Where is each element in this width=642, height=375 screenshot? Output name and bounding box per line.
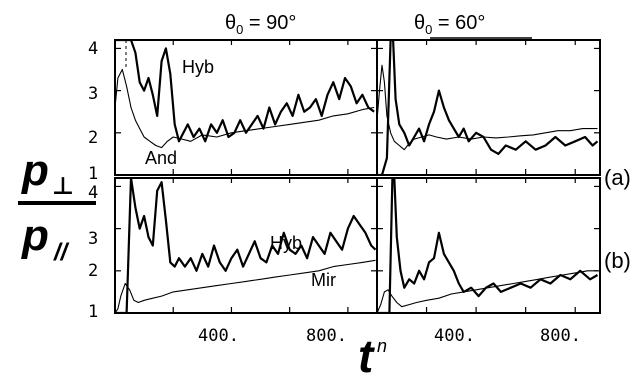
series-group xyxy=(115,178,377,313)
y-label-denominator: p xyxy=(21,211,49,260)
y-tick-label: 4 xyxy=(88,183,98,203)
panel-top-left xyxy=(114,39,378,176)
column-title-left: θ0 = 90° xyxy=(225,12,296,37)
y-tick-label: 2 xyxy=(88,261,98,281)
series-and xyxy=(115,68,375,149)
x-tick-labels: 400. 800. 400. 800. xyxy=(198,326,581,346)
y-tick-labels-bottom: 4 3 2 1 xyxy=(88,183,98,322)
y-label-numerator-sub: ⊥ xyxy=(52,173,74,200)
series-group xyxy=(377,40,599,175)
row-label-a: (a) xyxy=(604,165,631,190)
x-tick-label: 800. xyxy=(306,326,347,346)
annotation-mir: Mir xyxy=(311,270,336,290)
x-tick-label: 400. xyxy=(434,326,475,346)
svg-text:θ0 = 60°: θ0 = 60° xyxy=(414,12,485,37)
x-axis-label-sup: n xyxy=(377,336,387,356)
col-title-left-theta: θ xyxy=(225,12,236,34)
y-tick-label: 1 xyxy=(88,164,98,184)
panel-top-right xyxy=(376,39,601,176)
annotation-hyb-top: Hyb xyxy=(182,57,214,77)
row-label-b: (b) xyxy=(604,248,631,273)
plot-panels xyxy=(114,37,601,314)
col-title-right-sub: 0 xyxy=(425,22,432,37)
series-hyb xyxy=(115,40,375,143)
panel-bottom-left xyxy=(114,177,378,314)
y-tick-label: 3 xyxy=(88,229,98,249)
series-mir xyxy=(115,259,376,313)
y-tick-label: 1 xyxy=(88,302,98,322)
panel-frame xyxy=(114,177,378,314)
series-hyb xyxy=(115,178,377,313)
y-tick-label: 2 xyxy=(88,128,98,148)
svg-text:θ0 = 90°: θ0 = 90° xyxy=(225,12,296,37)
col-title-right-rest: = 60° xyxy=(432,12,485,34)
series-thin xyxy=(377,270,598,313)
annotation-and: And xyxy=(145,148,177,168)
panel-bottom-right xyxy=(376,177,601,314)
x-tick-label: 400. xyxy=(198,326,239,346)
series-thick xyxy=(377,178,599,313)
x-axis-label: t xyxy=(358,330,375,375)
y-axis-label: p ⊥ p // xyxy=(18,146,96,266)
y-tick-label: 4 xyxy=(88,39,98,59)
y-label-denominator-sub: // xyxy=(53,239,70,266)
series-thin xyxy=(377,64,598,151)
y-tick-labels-top: 4 3 2 1 xyxy=(88,39,98,184)
panel-frame xyxy=(376,177,601,314)
series-group xyxy=(377,178,599,313)
series-group xyxy=(115,40,375,149)
y-label-numerator: p xyxy=(21,146,49,195)
x-tick-label: 800. xyxy=(540,326,581,346)
col-title-left-rest: = 90° xyxy=(243,12,296,34)
col-title-right-theta: θ xyxy=(414,12,425,34)
series-thick xyxy=(377,40,599,175)
annotation-hyb-bottom: Hyb xyxy=(270,233,302,253)
column-title-right: θ0 = 60° xyxy=(414,12,485,37)
y-tick-label: 3 xyxy=(88,84,98,104)
col-title-left-sub: 0 xyxy=(236,22,243,37)
panel-frame xyxy=(376,39,601,176)
